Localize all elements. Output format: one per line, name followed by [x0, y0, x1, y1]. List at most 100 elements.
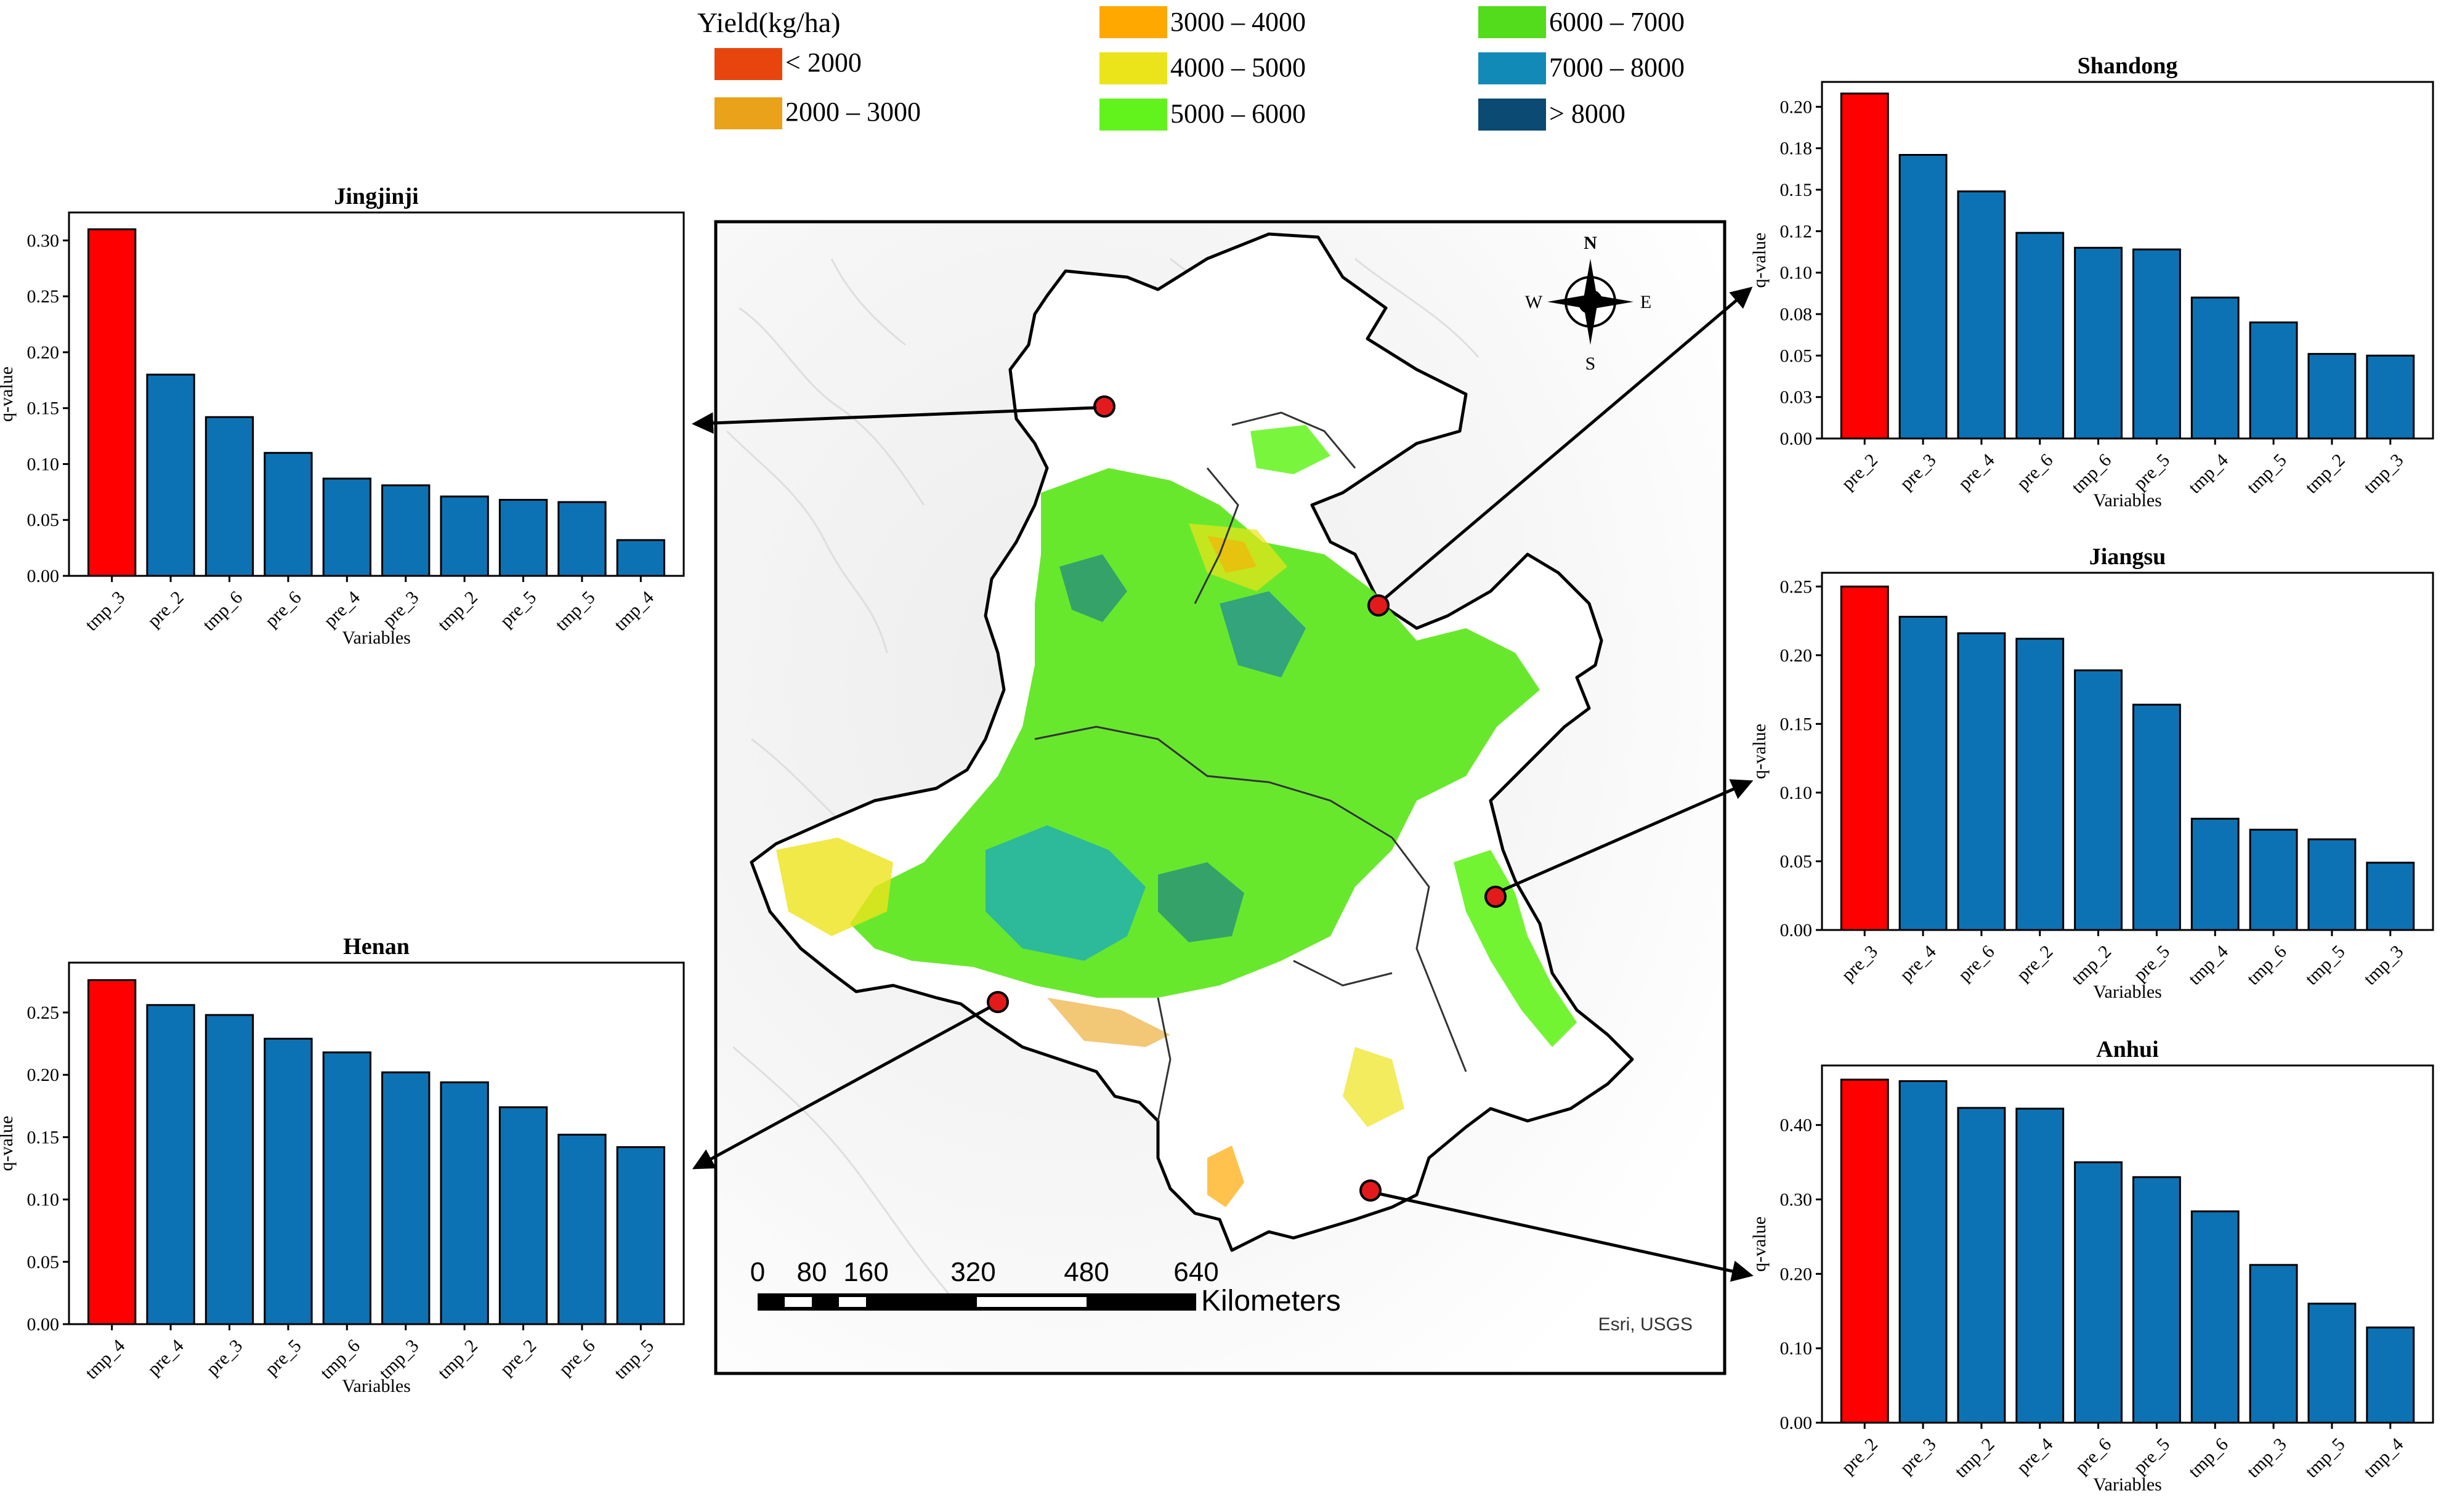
legend-label: 6000 – 7000 [1549, 7, 1685, 37]
bar-pre-6 [557, 1133, 607, 1325]
x-tick-label: pre_4 [1954, 450, 1999, 494]
y-tick-label: 0.30 [1780, 1190, 1813, 1210]
bar-tmp-5 [2249, 321, 2298, 440]
scale-bar-segment [785, 1297, 812, 1307]
scale-unit-label: Kilometers [1201, 1285, 1341, 1317]
bar-pre-2 [2015, 637, 2065, 931]
bar-pre-6 [264, 451, 313, 577]
y-tick-label: 0.10 [1780, 783, 1813, 803]
bar-tmp-4 [2190, 296, 2240, 440]
arrow-henan [692, 1005, 992, 1170]
chart-x-axis-label: Variables [342, 628, 411, 648]
bar-tmp-3 [2366, 862, 2415, 931]
bar-pre-6 [1957, 632, 2006, 931]
bar-tmp-5 [616, 1146, 666, 1325]
y-tick-label: 0.15 [1780, 180, 1813, 200]
bar-tmp-6 [204, 416, 254, 577]
legend-item: 4000 – 5000 [1099, 52, 1306, 84]
chart-jingjinji: Jingjinji q-value Variables 0.00 0.05 0.10… [0, 184, 685, 648]
chart-title: Jingjinji [334, 184, 418, 209]
compass-west-label: W [1525, 292, 1543, 312]
x-tick-label: pre_3 [379, 587, 423, 631]
chart-x-axis-label: Variables [2093, 982, 2162, 1002]
y-tick-label: 0.12 [1780, 221, 1813, 241]
bar-pre-2 [1840, 92, 1889, 440]
y-tick-label: 0.05 [27, 510, 60, 530]
legend-item: > 8000 [1478, 99, 1625, 131]
x-tick-label: pre_5 [261, 1335, 306, 1380]
province-borders [1034, 411, 1467, 1122]
scale-tick-label: 0 [750, 1257, 765, 1287]
x-tick-label: pre_4 [2013, 1434, 2057, 1478]
x-tick-label: tmp_5 [2243, 450, 2291, 498]
legend-label: 2000 – 3000 [785, 97, 921, 127]
y-tick-label: 0.00 [1780, 1413, 1813, 1433]
bar-pre-4 [1898, 615, 1948, 931]
site-markers [987, 395, 1507, 1202]
scale-tick-label: 320 [950, 1257, 995, 1287]
x-tick-label: tmp_4 [2184, 941, 2232, 989]
y-tick-label: 0.30 [27, 230, 60, 251]
bar-tmp-6 [2074, 246, 2123, 440]
bar-pre-3 [1898, 1080, 1948, 1424]
legend-item: < 2000 [714, 47, 862, 80]
chart-title: Anhui [2096, 1037, 2158, 1062]
x-tick-label: pre_4 [320, 587, 364, 631]
x-tick-label: pre_2 [1837, 1434, 1882, 1478]
y-tick-label: 0.20 [1780, 97, 1813, 117]
plot-area [68, 211, 685, 577]
bar-pre-5 [2132, 1176, 2181, 1424]
y-tick-label: 0.00 [1780, 920, 1813, 940]
y-tick-label: 0.05 [1780, 851, 1813, 871]
legend-label: 5000 – 6000 [1170, 99, 1306, 129]
chart-x-axis-label: Variables [2093, 490, 2162, 511]
bar-pre-3 [204, 1014, 254, 1325]
bar-pre-5 [264, 1037, 313, 1325]
yield-map: N S E W 0 80 160 320 480 640 Kilometers … [714, 220, 1727, 1375]
legend-item: 5000 – 6000 [1099, 99, 1306, 131]
y-tick-label: 0.20 [1780, 1264, 1813, 1284]
chart-jiangsu: Jiangsu q-value Variables 0.00 0.05 0.10 0.… [1749, 544, 2434, 1002]
y-tick-label: 0.10 [27, 1190, 60, 1210]
x-tick-label: tmp_2 [434, 587, 482, 635]
x-tick-label: tmp_3 [81, 587, 129, 635]
site-marker-jingjinji [1093, 395, 1115, 418]
x-tick-label: tmp_5 [2301, 1434, 2349, 1482]
bar-tmp-2 [2074, 669, 2123, 931]
yield-legend: Yield(kg/ha) < 2000 2000 – 3000 3000 – 4… [697, 6, 1685, 131]
legend-item: 7000 – 8000 [1478, 52, 1685, 84]
legend-title: Yield(kg/ha) [697, 7, 841, 38]
y-tick-label: 0.15 [27, 398, 60, 419]
bar-pre-5 [2132, 703, 2181, 931]
bar-tmp-6 [2190, 1210, 2240, 1424]
x-tick-label: pre_6 [1954, 941, 1999, 985]
x-tick-label: tmp_6 [199, 587, 247, 635]
arrow-jingjinji [692, 406, 1097, 434]
y-tick-label: 0.10 [1780, 263, 1813, 283]
plot-area [68, 961, 685, 1325]
site-marker-jiangsu [1484, 886, 1507, 908]
x-tick-label: pre_3 [1896, 450, 1940, 494]
legend-swatch [1099, 99, 1167, 131]
x-tick-label: pre_4 [1896, 941, 1940, 985]
plot-area [1821, 572, 2434, 931]
legend-swatch [1478, 52, 1546, 84]
y-tick-label: 0.00 [27, 1314, 60, 1335]
bar-pre-2 [1840, 1078, 1889, 1424]
legend-swatch [714, 97, 782, 129]
y-tick-label: 0.20 [1780, 645, 1813, 666]
y-tick-label: 0.15 [27, 1127, 60, 1147]
legend-label: 7000 – 8000 [1549, 52, 1685, 83]
yield-raster [776, 425, 1577, 1207]
y-tick-label: 0.05 [27, 1252, 60, 1272]
x-tick-label: pre_6 [555, 1335, 599, 1380]
x-tick-label: pre_6 [2013, 450, 2057, 494]
x-tick-label: pre_4 [144, 1335, 188, 1380]
legend-item: 2000 – 3000 [714, 97, 921, 129]
chart-y-axis-label: q-value [1749, 233, 1770, 288]
arrow-shandong [1385, 286, 1753, 599]
bar-tmp-2 [440, 495, 489, 577]
plot-area [1821, 81, 2434, 440]
bar-pre-3 [381, 484, 431, 577]
bar-tmp-6 [322, 1051, 371, 1325]
